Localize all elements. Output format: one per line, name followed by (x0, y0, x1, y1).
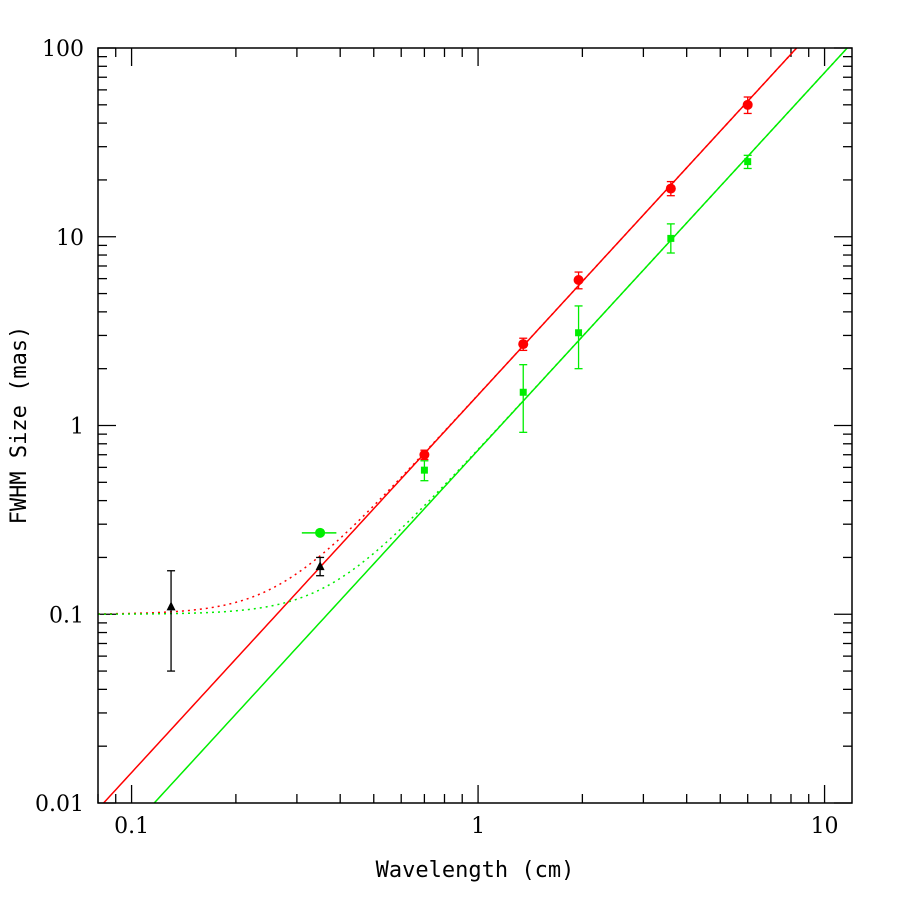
x-tick-label: 1 (471, 814, 485, 839)
x-tick-label: 10 (811, 814, 839, 839)
x-axis-title: Wavelength (cm) (376, 858, 575, 883)
data-point (420, 466, 428, 474)
fit-lines (98, 48, 849, 803)
data-point (315, 527, 326, 538)
y-tick-label: 0.1 (49, 603, 84, 628)
data-point (665, 183, 676, 194)
data-point (744, 158, 752, 166)
y-tick-label: 1 (70, 415, 84, 440)
data-point (575, 329, 583, 337)
axis-ticks (97, 47, 852, 804)
data-point (166, 601, 176, 611)
data-point (419, 449, 430, 460)
y-tick-label: 10 (56, 226, 84, 251)
axis-tick-labels: 0.1 1 10 0.01 0.1 1 10 100 (35, 37, 839, 839)
data-point (667, 234, 675, 242)
fit-line-solid (102, 48, 798, 803)
data-point (315, 561, 325, 571)
plot-frame (97, 47, 853, 804)
data-points (166, 96, 753, 672)
fit-curve-dotted (98, 48, 849, 615)
x-tick-label: 0.1 (114, 814, 149, 839)
y-tick-label: 100 (42, 37, 84, 62)
data-point (573, 275, 584, 286)
y-tick-label: 0.01 (35, 792, 84, 817)
fit-curve-dotted (98, 48, 798, 615)
data-point (742, 99, 753, 110)
data-point (519, 388, 527, 396)
y-axis-title: FWHM Size (mas) (7, 326, 32, 525)
data-point (518, 339, 529, 350)
